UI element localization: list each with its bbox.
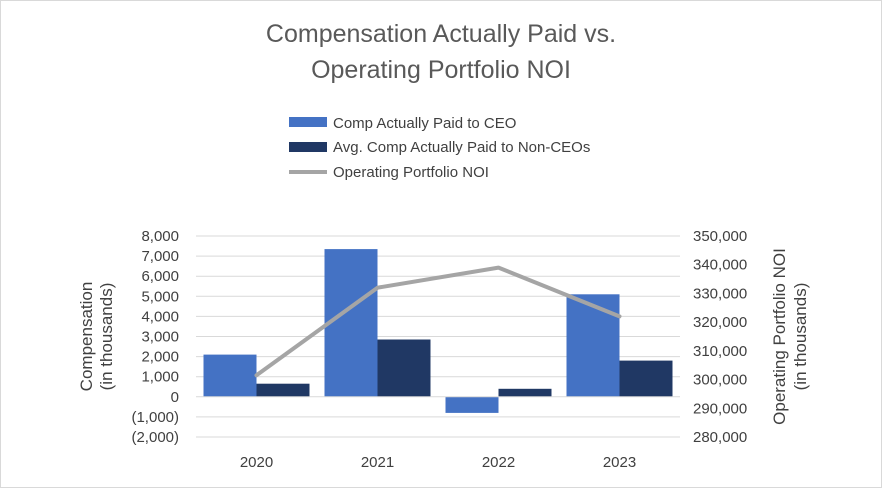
bar-ceo-2023 bbox=[566, 294, 620, 397]
left-tick-label: 7,000 bbox=[141, 248, 179, 265]
right-axis-title-line-1: Operating Portfolio NOI bbox=[770, 248, 789, 425]
right-tick-label: 320,000 bbox=[693, 314, 747, 331]
legend-swatch-non-ceo bbox=[289, 142, 327, 152]
left-tick-label: 5,000 bbox=[141, 288, 179, 305]
noi-line bbox=[254, 265, 622, 378]
axis-titles: Compensation (in thousands) Operating Port… bbox=[77, 248, 810, 425]
left-axis-title-line-1: Compensation bbox=[77, 282, 96, 392]
left-tick-label: (1,000) bbox=[131, 409, 179, 426]
x-tick-label: 2020 bbox=[240, 454, 273, 471]
x-axis-ticks: 2020 2021 2022 2023 bbox=[240, 454, 636, 471]
legend-label-non-ceo: Avg. Comp Actually Paid to Non-CEOs bbox=[333, 139, 590, 156]
bar-non-ceo-2022 bbox=[498, 388, 552, 397]
x-tick-label: 2021 bbox=[361, 454, 394, 471]
left-tick-label: 1,000 bbox=[141, 369, 179, 386]
right-tick-label: 290,000 bbox=[693, 400, 747, 417]
noi-line-path bbox=[254, 265, 622, 378]
left-tick-label: 8,000 bbox=[141, 228, 179, 245]
bar-ceo-2022 bbox=[445, 396, 499, 413]
left-tick-label: 3,000 bbox=[141, 329, 179, 346]
right-tick-label: 330,000 bbox=[693, 285, 747, 302]
left-tick-label: (2,000) bbox=[131, 429, 179, 446]
bar-non-ceo-2021 bbox=[377, 339, 431, 397]
right-tick-label: 310,000 bbox=[693, 343, 747, 360]
chart-title: Compensation Actually Paid vs. Operating… bbox=[0, 16, 882, 88]
right-tick-label: 300,000 bbox=[693, 372, 747, 389]
legend-swatch-ceo bbox=[289, 117, 327, 127]
x-tick-label: 2022 bbox=[482, 454, 515, 471]
left-tick-label: 6,000 bbox=[141, 268, 179, 285]
x-tick-label: 2023 bbox=[603, 454, 636, 471]
left-tick-label: 2,000 bbox=[141, 349, 179, 366]
right-tick-label: 350,000 bbox=[693, 228, 747, 245]
chart-title-line-2: Operating Portfolio NOI bbox=[311, 56, 571, 84]
bar-ceo-2021 bbox=[324, 249, 378, 397]
left-axis-ticks: (2,000) (1,000) 0 1,000 2,000 3,000 4,000 5,000… bbox=[131, 228, 179, 446]
bars bbox=[203, 249, 673, 413]
left-axis-title-line-2: (in thousands) bbox=[97, 283, 116, 391]
right-tick-label: 340,000 bbox=[693, 257, 747, 274]
bar-ceo-2020 bbox=[203, 354, 257, 397]
right-axis-ticks: 280,000 290,000 300,000 310,000 320,000 330,0… bbox=[693, 228, 747, 446]
right-tick-label: 280,000 bbox=[693, 429, 747, 446]
left-tick-label: 4,000 bbox=[141, 308, 179, 325]
legend-label-ceo: Comp Actually Paid to CEO bbox=[333, 115, 516, 132]
chart-title-line-1: Compensation Actually Paid vs. bbox=[265, 20, 617, 48]
left-tick-label: 0 bbox=[171, 389, 179, 406]
right-axis-title-line-2: (in thousands) bbox=[791, 283, 810, 391]
bar-non-ceo-2023 bbox=[619, 360, 673, 397]
bar-non-ceo-2020 bbox=[256, 383, 310, 397]
legend-label-noi: Operating Portfolio NOI bbox=[333, 164, 489, 181]
legend: Comp Actually Paid to CEO Avg. Comp Actu… bbox=[289, 115, 590, 181]
